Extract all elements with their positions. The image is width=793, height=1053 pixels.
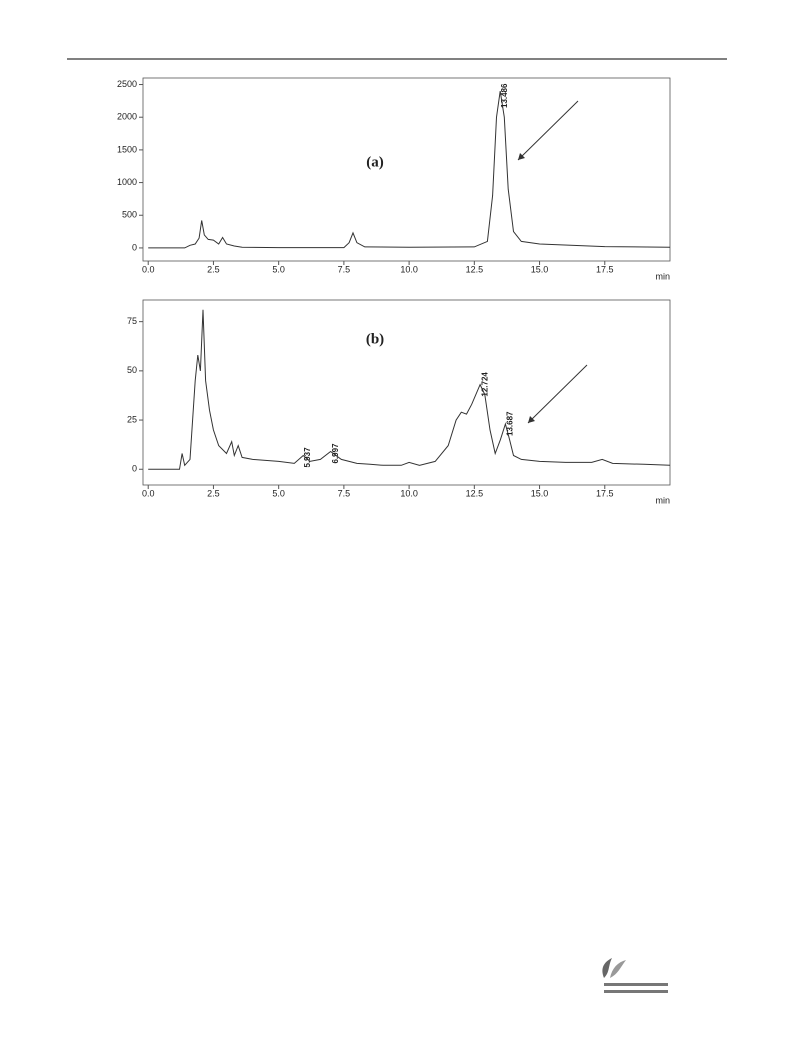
arrow-head (518, 153, 525, 160)
x-tick-label: 12.5 (466, 488, 484, 498)
y-tick-label: 0 (132, 464, 137, 474)
x-tick-label: 2.5 (207, 488, 220, 498)
logo-leaf (610, 960, 626, 978)
x-tick-label: 5.0 (272, 264, 285, 274)
y-tick-label: 1000 (117, 177, 137, 187)
peak-label: 13.687 (505, 411, 514, 436)
arrow (527, 364, 588, 424)
x-axis-label: min (655, 271, 670, 281)
y-tick-label: 2500 (117, 79, 137, 89)
panel-label: (a) (366, 154, 384, 170)
peak-label: 6.997 (331, 443, 340, 464)
x-tick-label: 15.0 (531, 264, 549, 274)
plot-frame (142, 299, 671, 486)
peak-label: 12.724 (480, 372, 489, 397)
y-tick-label: 2000 (117, 112, 137, 122)
chromatogram-line (148, 309, 671, 470)
x-tick-label: 0.0 (142, 488, 155, 498)
x-tick-label: 7.5 (338, 264, 351, 274)
logo-text-line (604, 983, 668, 986)
logo-leaf (602, 958, 612, 978)
x-tick-label: 15.0 (531, 488, 549, 498)
y-tick-label: 1500 (117, 144, 137, 154)
x-axis-label: min (655, 495, 670, 505)
plot-frame (142, 77, 671, 262)
y-tick-label: 75 (127, 316, 137, 326)
y-tick-label: 25 (127, 414, 137, 424)
y-tick-label: 0 (132, 242, 137, 252)
arrow-head (528, 416, 535, 423)
y-tick-label: 500 (122, 210, 137, 220)
x-tick-label: 2.5 (207, 264, 220, 274)
y-tick-label: 50 (127, 365, 137, 375)
peak-label: 13.486 (500, 83, 509, 108)
logo-text-line (604, 990, 668, 993)
x-tick-label: 5.0 (272, 488, 285, 498)
publisher-logo (602, 958, 668, 993)
x-tick-label: 17.5 (596, 488, 614, 498)
panel-label: (b) (366, 331, 384, 347)
x-tick-label: 17.5 (596, 264, 614, 274)
x-tick-label: 7.5 (338, 488, 351, 498)
x-tick-label: 0.0 (142, 264, 155, 274)
x-tick-label: 12.5 (466, 264, 484, 274)
peak-label: 5.937 (303, 447, 312, 468)
chromatogram-line (148, 91, 671, 249)
x-tick-label: 10.0 (400, 488, 418, 498)
arrow (517, 100, 579, 161)
x-tick-label: 10.0 (400, 264, 418, 274)
